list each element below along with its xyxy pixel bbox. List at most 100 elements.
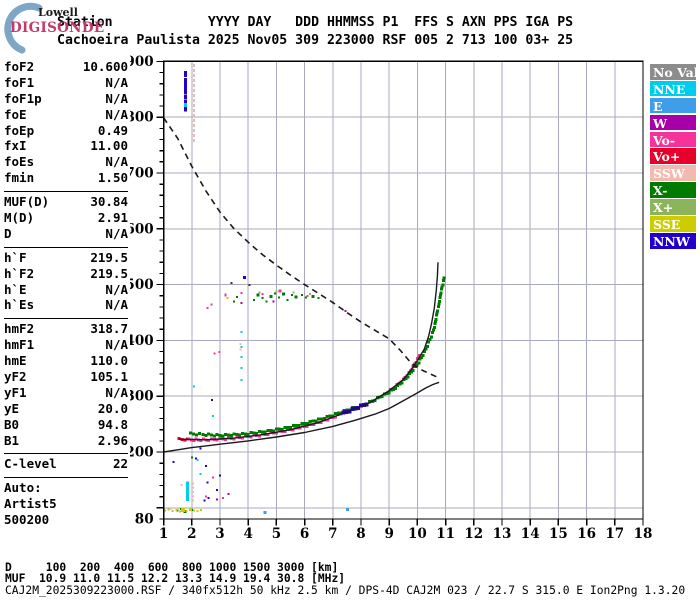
logo-lowell-text: Lowell <box>38 6 78 19</box>
x-trace-dot <box>232 432 236 436</box>
param-row-500200: 500200 <box>4 512 128 528</box>
x-trace-dot <box>277 427 281 431</box>
x-trace-dot <box>226 433 230 437</box>
echo-dot <box>204 464 207 467</box>
x-trace-dot <box>334 411 338 415</box>
echo-dot <box>199 472 202 475</box>
echo-dot <box>192 495 195 498</box>
y-tick-label: 200 <box>130 445 154 461</box>
x-trace-dot <box>400 381 404 385</box>
x-trace-dot <box>274 427 278 431</box>
echo-dot <box>184 71 188 78</box>
x-trace-dot <box>246 432 250 436</box>
x-trace-dot <box>294 424 298 428</box>
echo-dot <box>240 331 243 334</box>
echo-dot <box>184 77 188 83</box>
echo-dot <box>227 492 230 495</box>
echo-dot <box>204 495 207 498</box>
param-label: hmF2 <box>4 321 35 337</box>
echo-dot <box>261 293 264 296</box>
param-row-fof1p: foF1p N/A <box>4 91 128 107</box>
param-group: foF2 10.600 foF1 N/A foF1p N/A foE N/A foEp 0.49 f… <box>4 57 128 193</box>
param-value: 110.0 <box>90 353 128 369</box>
echo-dot <box>207 496 210 499</box>
echo-dot <box>305 296 308 299</box>
x-trace-dot <box>434 317 438 321</box>
parameter-panel: foF2 10.600 foF1 N/A foF1p N/A foE N/A foEp 0.49 f… <box>4 57 128 533</box>
echo-dot <box>346 508 350 512</box>
param-value: N/A <box>105 384 128 400</box>
legend-item-x+: X+ <box>650 199 696 215</box>
echo-dot <box>178 510 181 513</box>
echo-dot <box>192 83 195 87</box>
echo-dot <box>185 510 188 513</box>
o-trace-lower-dot <box>215 438 219 442</box>
header-columns-row: Station YYYY DAY DDD HHMMSS P1 FFS S AXN… <box>57 15 574 30</box>
y-tick-label: 300 <box>130 389 154 405</box>
x-tick-label: 18 <box>634 526 653 542</box>
y-tick-label: 700 <box>130 166 154 182</box>
x-trace-dot <box>212 434 216 438</box>
x-tick-label: 1 <box>159 526 168 542</box>
echo-dot <box>240 366 243 369</box>
x-trace-dot <box>406 375 410 379</box>
echo-dot <box>195 457 198 460</box>
x-trace-dot <box>385 392 389 396</box>
x-trace-dot <box>305 421 309 425</box>
legend-item-ssw: SSW <box>650 165 696 181</box>
x-trace-dot <box>221 434 225 438</box>
x-trace-dot <box>255 431 259 435</box>
x-trace-dot <box>229 434 233 438</box>
echo-dot <box>184 95 188 100</box>
echo-dot <box>192 88 195 92</box>
legend-item-noval: No Val <box>650 64 696 80</box>
param-row-fof1: foF1 N/A <box>4 75 128 91</box>
x-trace-dot <box>235 433 239 437</box>
echo-dot <box>210 303 213 306</box>
x-trace-dot <box>404 376 408 380</box>
x-trace-dot <box>207 432 211 436</box>
x-trace-dot <box>387 391 391 395</box>
y-tick-label: 900 <box>130 55 154 70</box>
echo-dot <box>192 98 195 102</box>
echo-dot <box>196 510 199 513</box>
o-trace-lower-dot <box>199 438 203 442</box>
x-trace-dot <box>243 432 247 436</box>
o-trace-lower-dot <box>207 438 211 442</box>
o-trace-lower-dot <box>257 434 261 438</box>
param-row-d: D N/A <box>4 226 128 242</box>
x-trace-dot <box>427 340 431 344</box>
echo-dot <box>192 93 195 97</box>
param-label: D <box>4 225 12 241</box>
o-trace-lower-dot <box>249 435 253 439</box>
param-group: hmF2 318.7 hmF1 N/A hmE 110.0 yF2 105.1 yF1 N/A yE… <box>4 319 128 455</box>
x-tick-label: 4 <box>243 526 252 542</box>
x-trace-dot <box>415 363 419 367</box>
param-value: N/A <box>105 74 128 90</box>
x-trace-dot <box>260 430 264 434</box>
x-tick-label: 17 <box>605 526 624 542</box>
o-trace-upper-dot <box>416 355 420 359</box>
param-group: h`F 219.5 h`F2 219.5 h`E N/A h`Es N/A <box>4 248 128 320</box>
o-trace-lower-dot <box>224 437 228 441</box>
param-row-md: M(D) 2.91 <box>4 210 128 226</box>
header-block: Station YYYY DAY DDD HHMMSS P1 FFS S AXN… <box>57 14 573 50</box>
x-trace-dot <box>188 431 192 435</box>
echo-dot <box>239 348 242 351</box>
echo-dot <box>196 458 199 461</box>
echo-dot <box>216 498 219 501</box>
x-trace-dot <box>252 431 256 435</box>
echo-dot <box>192 68 195 72</box>
y-tick-label: 400 <box>130 333 154 349</box>
x-trace-dot <box>431 328 435 332</box>
param-group: MUF(D) 30.84 M(D) 2.91 D N/A <box>4 192 128 248</box>
x-trace-dot <box>430 331 434 335</box>
param-row-he: h`E N/A <box>4 282 128 298</box>
param-label: fmin <box>4 170 35 186</box>
param-label: M(D) <box>4 210 35 226</box>
x-trace-dot <box>257 430 261 434</box>
echo-dot <box>219 474 221 477</box>
echo-dot <box>235 295 238 298</box>
x-trace-dot <box>389 388 393 392</box>
